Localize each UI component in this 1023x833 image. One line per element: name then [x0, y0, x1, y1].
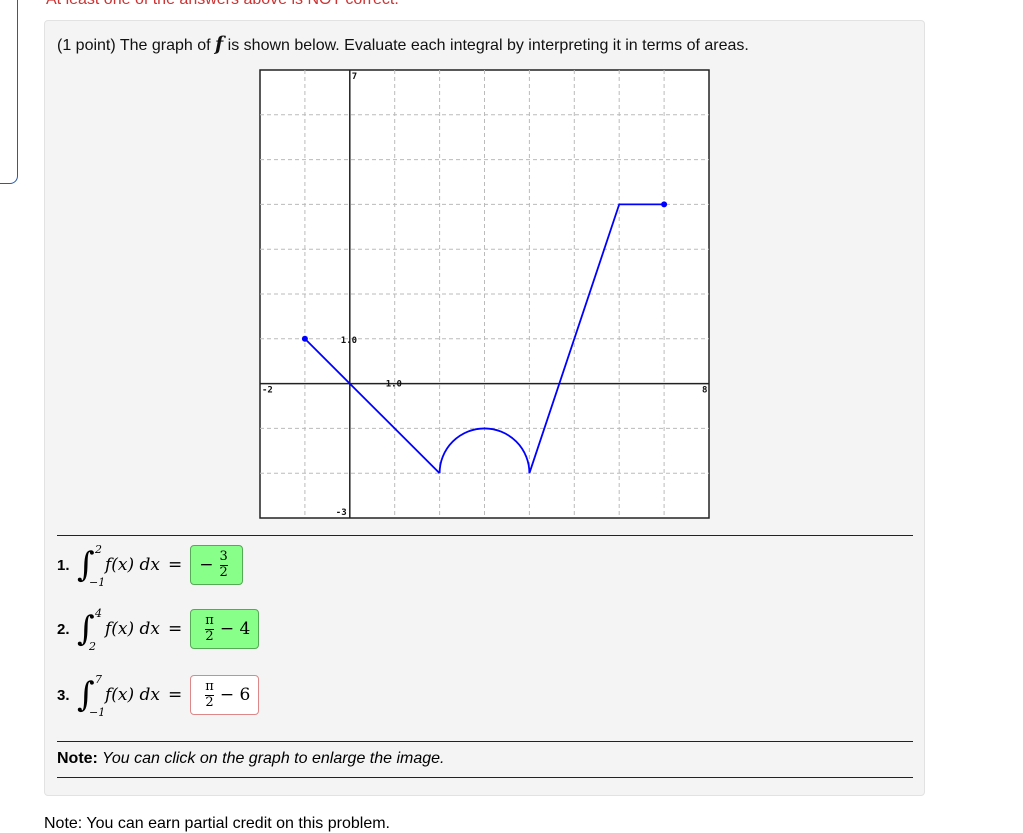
equals-sign: =: [168, 555, 183, 575]
integral-question: 3. ∫ 7 −1 f(x) dx = π 2− 6: [57, 673, 260, 719]
y-min-label: -3: [336, 508, 347, 518]
denominator: 2: [205, 694, 214, 710]
denominator: 2: [205, 628, 214, 644]
y-max-label: 7: [352, 72, 357, 82]
upper-limit: 7: [95, 673, 102, 686]
x-min-label: -2: [262, 386, 273, 396]
integral-sign: ∫ 4 2: [77, 607, 102, 653]
note-text: You can click on the graph to enlarge th…: [97, 750, 445, 767]
lower-limit: 2: [89, 640, 96, 653]
partial-credit-note: Note: You can earn partial credit on thi…: [44, 815, 390, 832]
answer-field[interactable]: −3 2: [190, 545, 243, 585]
question-number: 2.: [57, 620, 70, 638]
function-symbol: f: [215, 33, 224, 55]
function-curve: [304, 203, 665, 474]
note-label: Note:: [57, 750, 98, 767]
problem-prompt: (1 point) The graph of f is shown below.…: [57, 33, 749, 55]
answer-prefix: −: [199, 555, 214, 575]
x-max-label: 8: [702, 386, 707, 396]
x-unit-label: 1.0: [386, 380, 402, 390]
divider: [57, 535, 913, 536]
answer-field[interactable]: π 2− 4: [190, 609, 260, 649]
lower-limit: −1: [89, 706, 106, 719]
side-panel: [0, 0, 18, 184]
answer-field[interactable]: π 2− 6: [190, 675, 260, 715]
prompt-text-rest: is shown below. Evaluate each integral b…: [223, 37, 749, 54]
integral-question: 2. ∫ 4 2 f(x) dx = π 2− 4: [57, 607, 260, 653]
equals-sign: =: [168, 685, 183, 705]
equals-sign: =: [168, 619, 183, 639]
divider: [57, 777, 913, 778]
prompt-text: (1 point) The graph of: [57, 37, 216, 54]
integrand: f(x) dx: [105, 555, 161, 575]
answer-suffix: − 4: [219, 619, 251, 639]
lower-limit: −1: [89, 576, 106, 589]
integral-sign: ∫ 7 −1: [77, 673, 106, 719]
numerator: π: [205, 679, 214, 696]
upper-limit: 2: [95, 543, 102, 556]
denominator: 2: [219, 564, 228, 580]
answer-suffix: − 6: [219, 685, 251, 705]
y-unit-label: 1.0: [341, 336, 357, 346]
endpoint-dot: [661, 201, 668, 208]
question-number: 3.: [57, 686, 70, 704]
integrand: f(x) dx: [105, 685, 161, 705]
integrand: f(x) dx: [105, 619, 161, 639]
incorrect-message: At least one of the answers above is NOT…: [46, 0, 399, 9]
problem-box: (1 point) The graph of f is shown below.…: [44, 20, 925, 796]
upper-limit: 4: [95, 607, 102, 620]
numerator: π: [205, 613, 214, 630]
numerator: 3: [219, 549, 228, 566]
graph-note: Note: You can click on the graph to enla…: [57, 750, 445, 768]
integral-question: 1. ∫ 2 −1 f(x) dx = −3 2: [57, 543, 243, 589]
integral-sign: ∫ 2 −1: [77, 543, 106, 589]
divider: [57, 741, 913, 742]
endpoint-dot: [301, 335, 308, 342]
question-number: 1.: [57, 556, 70, 574]
function-graph[interactable]: 7 -2 8 -3 1.0 1.0: [259, 69, 710, 520]
